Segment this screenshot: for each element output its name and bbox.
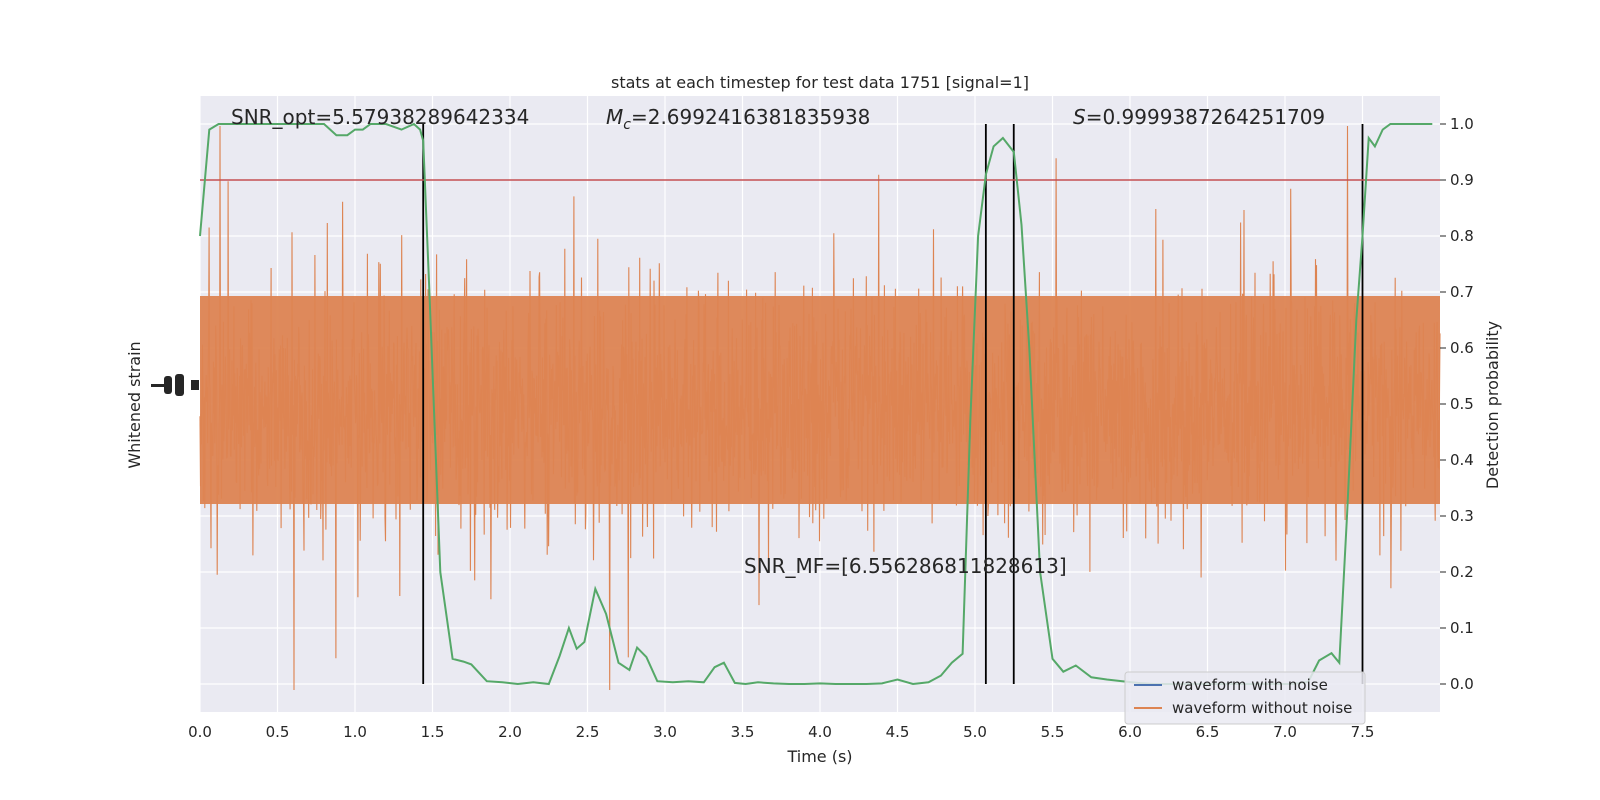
x-tick-label: 6.0 — [1118, 723, 1142, 741]
chirp-mass-annotation: Mc=2.6992416381835938 — [606, 105, 870, 133]
x-axis-label: Time (s) — [786, 747, 852, 766]
y-tick-label: 1.0 — [1450, 115, 1474, 133]
y-tick-label: 0.1 — [1450, 619, 1474, 637]
x-tick-label: 5.5 — [1041, 723, 1065, 741]
chirp-mass-value: =2.6992416381835938 — [631, 105, 870, 129]
x-tick-label: 0.5 — [266, 723, 290, 741]
legend-label-without-noise: waveform without noise — [1172, 699, 1352, 717]
x-tick-label: 1.0 — [343, 723, 367, 741]
s-annotation: S=0.9999387264251709 — [1073, 105, 1325, 129]
strain-dense-band — [200, 296, 1440, 504]
x-tick-labels: 0.0 0.5 1.0 1.5 2.0 2.5 3.0 3.5 4.0 4.5 5.0 5.5 6.0 6… — [188, 723, 1374, 741]
y-axis-label-right: Detection probability — [1483, 321, 1502, 489]
y-tick-label: 0.8 — [1450, 227, 1474, 245]
x-tick-label: 5.0 — [963, 723, 987, 741]
chirp-mass-symbol: M — [606, 105, 623, 129]
y-tick-label: 0.2 — [1450, 563, 1474, 581]
x-tick-label: 7.0 — [1273, 723, 1297, 741]
legend: waveform with noise waveform without noi… — [1124, 671, 1366, 725]
y-tick-labels: 0.0 0.1 0.2 0.3 0.4 0.5 0.6 0.7 0.8 0.9 1.0 — [1440, 115, 1474, 693]
y-tick-label: 0.0 — [1450, 675, 1474, 693]
s-symbol: S — [1073, 105, 1086, 129]
x-tick-label: 4.0 — [808, 723, 832, 741]
y-tick-label: 0.9 — [1450, 171, 1474, 189]
chirp-mass-subscript: c — [623, 117, 631, 133]
legend-box — [1124, 671, 1366, 725]
y-tick-label: 0.6 — [1450, 339, 1474, 357]
x-tick-label: 2.5 — [576, 723, 600, 741]
y-tick-label: 0.5 — [1450, 395, 1474, 413]
s-value: =0.9999387264251709 — [1086, 105, 1325, 129]
y-tick-label: 0.7 — [1450, 283, 1474, 301]
snr-opt-annotation: SNR_opt=5.57938289642334 — [231, 105, 529, 129]
y-tick-label: 0.3 — [1450, 507, 1474, 525]
x-tick-label: 0.0 — [188, 723, 212, 741]
y-tick-label: 0.4 — [1450, 451, 1474, 469]
x-tick-label: 4.5 — [886, 723, 910, 741]
x-tick-label: 1.5 — [421, 723, 445, 741]
left-axis-ticks — [151, 374, 199, 396]
vertical-markers — [422, 124, 1364, 684]
x-tick-label: 3.5 — [731, 723, 755, 741]
snr-mf-annotation: SNR_MF=[6.556286811828613] — [744, 554, 1067, 578]
x-tick-label: 7.5 — [1351, 723, 1375, 741]
chart-title: stats at each timestep for test data 175… — [611, 73, 1029, 92]
x-tick-label: 2.0 — [498, 723, 522, 741]
x-tick-label: 3.0 — [653, 723, 677, 741]
y-axis-label-left: Whitened strain — [125, 341, 144, 468]
legend-label-with-noise: waveform with noise — [1172, 676, 1328, 694]
strain-waveform — [199, 125, 1441, 691]
x-tick-label: 6.5 — [1196, 723, 1220, 741]
